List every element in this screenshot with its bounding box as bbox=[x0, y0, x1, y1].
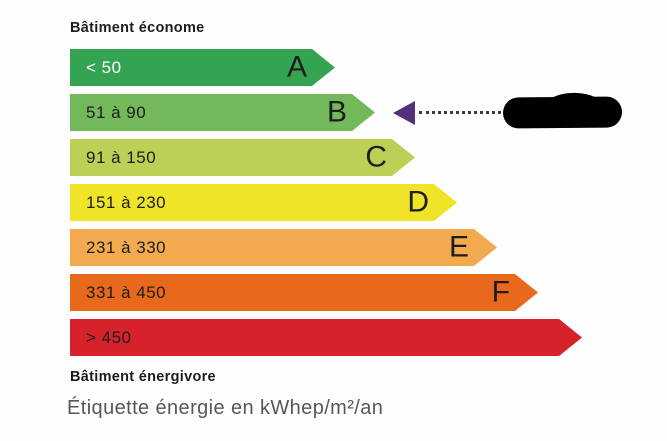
range-label-d: 151 à 230 bbox=[86, 192, 167, 212]
energy-row-e: 231 à 330 E bbox=[70, 229, 650, 266]
economical-building-label: Bâtiment économe bbox=[70, 20, 205, 36]
energy-label-caption: Étiquette énergie en kWhep/m²/an bbox=[67, 397, 384, 419]
energy-bar-b: 51 à 90 B bbox=[70, 94, 375, 131]
energy-row-f: 331 à 450 F bbox=[70, 274, 650, 311]
energy-bar-d: 151 à 230 D bbox=[70, 184, 457, 221]
energy-bar-c: 91 à 150 C bbox=[70, 139, 415, 176]
energy-row-b: 51 à 90 B bbox=[70, 94, 650, 131]
range-label-a: < 50 bbox=[86, 57, 122, 77]
energy-class-bars: < 50 A 51 à 90 B 91 à 150 C 151 à 23 bbox=[70, 49, 650, 356]
range-label-e: 231 à 330 bbox=[86, 237, 167, 257]
class-letter-d: D bbox=[407, 184, 429, 218]
dotted-connector-line bbox=[419, 111, 501, 114]
current-class-indicator bbox=[393, 96, 623, 129]
range-label-b: 51 à 90 bbox=[86, 102, 147, 122]
marker-arrow-icon bbox=[393, 100, 415, 125]
energy-performance-label: Bâtiment économe < 50 A 51 à 90 B 91 à 1… bbox=[67, 20, 650, 420]
class-letter-b: B bbox=[326, 94, 347, 128]
class-letter-e: E bbox=[448, 229, 469, 263]
class-letter-a: A bbox=[286, 49, 307, 83]
energy-bar-a: < 50 A bbox=[70, 49, 335, 86]
energy-row-a: < 50 A bbox=[70, 49, 650, 86]
range-label-g: > 450 bbox=[86, 327, 132, 347]
range-label-f: 331 à 450 bbox=[86, 282, 167, 302]
class-letter-c: C bbox=[365, 139, 387, 173]
energy-bar-f: 331 à 450 F bbox=[70, 274, 538, 311]
redacted-value-scribble bbox=[502, 96, 623, 129]
energy-intensive-building-label: Bâtiment énergivore bbox=[70, 369, 216, 385]
class-letter-f: F bbox=[491, 274, 510, 308]
energy-row-c: 91 à 150 C bbox=[70, 139, 650, 176]
energy-bar-g: > 450 G bbox=[70, 319, 582, 356]
energy-bar-e: 231 à 330 E bbox=[70, 229, 497, 266]
range-label-c: 91 à 150 bbox=[86, 147, 157, 167]
energy-row-g: > 450 G bbox=[70, 319, 650, 356]
energy-row-d: 151 à 230 D bbox=[70, 184, 650, 221]
